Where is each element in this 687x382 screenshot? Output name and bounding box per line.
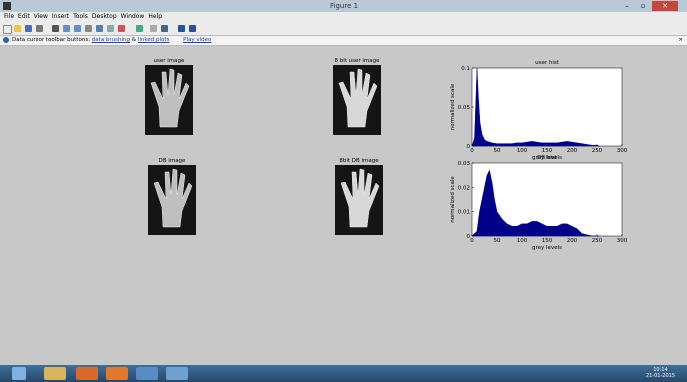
- menu-item[interactable]: Desktop: [92, 13, 117, 20]
- maximize-button[interactable]: ▫: [636, 1, 650, 11]
- start-button[interactable]: [12, 367, 26, 380]
- menu-item[interactable]: File: [4, 13, 14, 20]
- tool-link[interactable]: [136, 25, 143, 32]
- y-tick-label: 0.03: [458, 161, 471, 167]
- tool-zoom-out[interactable]: [74, 25, 81, 32]
- taskbar-app[interactable]: [136, 367, 158, 380]
- y-tick-label: 0.01: [458, 210, 470, 216]
- tool-pointer[interactable]: [52, 25, 59, 32]
- image-title: 8 bit user image: [334, 58, 380, 64]
- taskbar-explorer[interactable]: [44, 367, 66, 380]
- tool-show-plot[interactable]: [189, 25, 196, 32]
- tool-zoom-in[interactable]: [63, 25, 70, 32]
- tool-brush[interactable]: [118, 25, 125, 32]
- x-tick-label: 300: [617, 238, 628, 244]
- tool-legend[interactable]: [161, 25, 168, 32]
- x-tick-label: 100: [517, 148, 528, 154]
- xray-image: [148, 165, 196, 235]
- figure-canvas: user image 8 bit user image DB image 8bit D…: [0, 45, 687, 365]
- close-button[interactable]: ✕: [652, 1, 678, 11]
- y-axis-label: normalized scale: [450, 83, 456, 130]
- chart-title: DB hist: [537, 155, 558, 161]
- title-bar: Figure 1 – ▫ ✕: [0, 0, 687, 12]
- app-icon: [3, 2, 11, 10]
- tool-pan[interactable]: [85, 25, 92, 32]
- tool-hide-plot[interactable]: [178, 25, 185, 32]
- tool-colorbar[interactable]: [150, 25, 157, 32]
- y-tick-label: 0: [467, 144, 471, 150]
- info-link[interactable]: linked plots: [138, 37, 170, 43]
- y-tick-label: 0.02: [458, 185, 470, 191]
- x-tick-label: 50: [494, 238, 501, 244]
- y-tick-label: 0: [467, 234, 471, 240]
- info-close[interactable]: ×: [678, 36, 683, 45]
- x-tick-label: 0: [470, 148, 474, 154]
- tool-new[interactable]: [3, 25, 12, 34]
- x-tick-label: 200: [567, 238, 578, 244]
- menu-item[interactable]: Tools: [73, 13, 88, 20]
- matlab-figure-window: Figure 1 – ▫ ✕ File Edit View Insert Tools De…: [0, 0, 687, 382]
- minimize-button[interactable]: –: [620, 1, 634, 11]
- x-tick-label: 0: [470, 238, 474, 244]
- toolbar: [0, 22, 687, 36]
- xray-image: [333, 65, 381, 135]
- y-tick-label: 0.05: [458, 105, 471, 111]
- y-axis-label: normalized scale: [450, 176, 456, 223]
- image-title: DB image: [159, 158, 187, 164]
- menu-item[interactable]: Window: [121, 13, 145, 20]
- x-tick-label: 50: [494, 148, 501, 154]
- x-tick-label: 250: [592, 148, 603, 154]
- xray-image: [335, 165, 383, 235]
- chart-title: user hist: [535, 60, 560, 66]
- menu-item[interactable]: Insert: [52, 13, 69, 20]
- tool-rotate[interactable]: [96, 25, 103, 32]
- info-link[interactable]: data brushing: [92, 37, 130, 43]
- menu-item[interactable]: View: [34, 13, 48, 20]
- menu-item[interactable]: Help: [148, 13, 162, 20]
- taskbar-media[interactable]: [76, 367, 98, 380]
- x-tick-label: 100: [517, 238, 528, 244]
- info-conj: &: [132, 37, 136, 43]
- taskbar-figure[interactable]: [166, 367, 188, 380]
- clock-date: 21-01-2015: [646, 373, 675, 379]
- taskbar-matlab[interactable]: [106, 367, 128, 380]
- y-tick-label: 0.1: [461, 66, 470, 72]
- tool-save[interactable]: [25, 25, 32, 32]
- menu-item[interactable]: Edit: [18, 13, 30, 20]
- tool-print[interactable]: [36, 25, 43, 32]
- info-text: Data cursor toolbar buttons:: [12, 37, 90, 43]
- x-tick-label: 200: [567, 148, 578, 154]
- image-title: user image: [154, 58, 185, 64]
- x-tick-label: 150: [542, 148, 553, 154]
- tool-datacursor[interactable]: [107, 25, 114, 32]
- x-tick-label: 300: [617, 148, 628, 154]
- axes: [472, 68, 622, 146]
- x-tick-label: 150: [542, 238, 553, 244]
- info-link[interactable]: Play video: [183, 37, 211, 43]
- tool-open[interactable]: [14, 25, 21, 32]
- image-title: 8bit DB image: [339, 158, 379, 164]
- x-tick-label: 250: [592, 238, 603, 244]
- window-title: Figure 1: [330, 2, 358, 10]
- xray-image: [145, 65, 193, 135]
- x-axis-label: grey levels: [532, 245, 562, 251]
